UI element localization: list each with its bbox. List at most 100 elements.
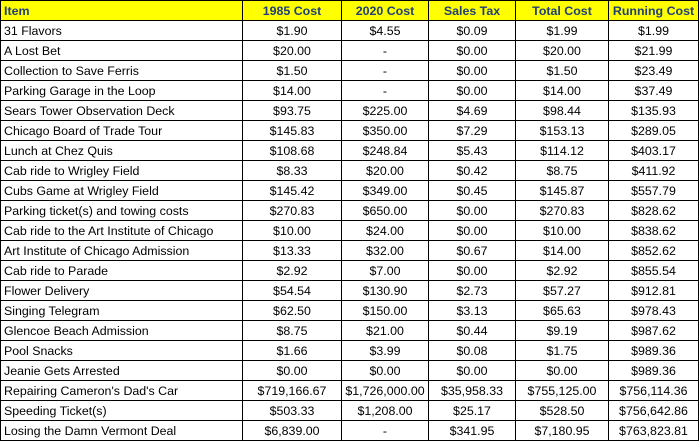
cell-sales-tax[interactable]: $0.44: [428, 320, 516, 341]
cell-sales-tax[interactable]: $35,958.33: [428, 380, 516, 401]
cell-2020-cost[interactable]: $4.55: [341, 20, 429, 41]
cell-running-cost[interactable]: $987.62: [608, 320, 699, 341]
cell-2020-cost[interactable]: $350.00: [341, 120, 429, 141]
cell-item[interactable]: Jeanie Gets Arrested: [0, 360, 243, 381]
cell-2020-cost[interactable]: -: [341, 80, 429, 101]
cell-1985-cost[interactable]: $14.00: [242, 80, 342, 101]
cell-2020-cost[interactable]: $225.00: [341, 100, 429, 121]
cell-2020-cost[interactable]: $1,208.00: [341, 400, 429, 421]
cell-sales-tax[interactable]: $3.13: [428, 300, 516, 321]
cell-running-cost[interactable]: $135.93: [608, 100, 699, 121]
cell-running-cost[interactable]: $1.99: [608, 20, 699, 41]
cell-sales-tax[interactable]: $0.42: [428, 160, 516, 181]
cell-total-cost[interactable]: $270.83: [515, 200, 609, 221]
cell-total-cost[interactable]: $98.44: [515, 100, 609, 121]
cell-sales-tax[interactable]: $0.00: [428, 220, 516, 241]
cell-item[interactable]: Glencoe Beach Admission: [0, 320, 243, 341]
cell-2020-cost[interactable]: $21.00: [341, 320, 429, 341]
cell-2020-cost[interactable]: -: [341, 40, 429, 61]
cell-total-cost[interactable]: $10.00: [515, 220, 609, 241]
cell-1985-cost[interactable]: $503.33: [242, 400, 342, 421]
cell-running-cost[interactable]: $838.62: [608, 220, 699, 241]
cell-item[interactable]: Repairing Cameron's Dad's Car: [0, 380, 243, 401]
cell-1985-cost[interactable]: $54.54: [242, 280, 342, 301]
cell-total-cost[interactable]: $7,180.95: [515, 420, 609, 441]
header-running-cost[interactable]: Running Cost: [608, 0, 699, 21]
cell-item[interactable]: Speeding Ticket(s): [0, 400, 243, 421]
cell-1985-cost[interactable]: $8.75: [242, 320, 342, 341]
cell-item[interactable]: 31 Flavors: [0, 20, 243, 41]
cell-2020-cost[interactable]: $650.00: [341, 200, 429, 221]
cell-total-cost[interactable]: $65.63: [515, 300, 609, 321]
cell-sales-tax[interactable]: $25.17: [428, 400, 516, 421]
cell-sales-tax[interactable]: $0.67: [428, 240, 516, 261]
cell-item[interactable]: Lunch at Chez Quis: [0, 140, 243, 161]
cell-running-cost[interactable]: $828.62: [608, 200, 699, 221]
cell-total-cost[interactable]: $14.00: [515, 80, 609, 101]
cell-sales-tax[interactable]: $5.43: [428, 140, 516, 161]
cell-total-cost[interactable]: $8.75: [515, 160, 609, 181]
cell-total-cost[interactable]: $114.12: [515, 140, 609, 161]
cell-total-cost[interactable]: $145.87: [515, 180, 609, 201]
cell-sales-tax[interactable]: $0.09: [428, 20, 516, 41]
cell-sales-tax[interactable]: $2.73: [428, 280, 516, 301]
cell-1985-cost[interactable]: $13.33: [242, 240, 342, 261]
cell-total-cost[interactable]: $153.13: [515, 120, 609, 141]
cell-sales-tax[interactable]: $0.00: [428, 60, 516, 81]
cell-2020-cost[interactable]: $1,726,000.00: [341, 380, 429, 401]
cell-2020-cost[interactable]: $3.99: [341, 340, 429, 361]
cell-1985-cost[interactable]: $1.66: [242, 340, 342, 361]
cell-item[interactable]: Cab ride to Wrigley Field: [0, 160, 243, 181]
cell-1985-cost[interactable]: $270.83: [242, 200, 342, 221]
cell-running-cost[interactable]: $852.62: [608, 240, 699, 261]
cell-2020-cost[interactable]: $32.00: [341, 240, 429, 261]
cell-running-cost[interactable]: $23.49: [608, 60, 699, 81]
cell-2020-cost[interactable]: $150.00: [341, 300, 429, 321]
cell-2020-cost[interactable]: $130.90: [341, 280, 429, 301]
cell-2020-cost[interactable]: $7.00: [341, 260, 429, 281]
cell-2020-cost[interactable]: -: [341, 420, 429, 441]
cell-sales-tax[interactable]: $0.00: [428, 80, 516, 101]
cell-item[interactable]: A Lost Bet: [0, 40, 243, 61]
cell-running-cost[interactable]: $411.92: [608, 160, 699, 181]
cell-total-cost[interactable]: $1.75: [515, 340, 609, 361]
cell-1985-cost[interactable]: $1.50: [242, 60, 342, 81]
cell-sales-tax[interactable]: $4.69: [428, 100, 516, 121]
cell-item[interactable]: Cubs Game at Wrigley Field: [0, 180, 243, 201]
cell-item[interactable]: Cab ride to Parade: [0, 260, 243, 281]
cell-2020-cost[interactable]: $248.84: [341, 140, 429, 161]
cell-item[interactable]: Sears Tower Observation Deck: [0, 100, 243, 121]
cell-2020-cost[interactable]: $20.00: [341, 160, 429, 181]
header-item[interactable]: Item: [0, 0, 243, 21]
header-2020-cost[interactable]: 2020 Cost: [341, 0, 429, 21]
cell-sales-tax[interactable]: $7.29: [428, 120, 516, 141]
cell-2020-cost[interactable]: $24.00: [341, 220, 429, 241]
cell-total-cost[interactable]: $9.19: [515, 320, 609, 341]
header-sales-tax[interactable]: Sales Tax: [428, 0, 516, 21]
cell-total-cost[interactable]: $0.00: [515, 360, 609, 381]
cell-item[interactable]: Parking Garage in the Loop: [0, 80, 243, 101]
cell-running-cost[interactable]: $756,114.36: [608, 380, 699, 401]
cell-item[interactable]: Flower Delivery: [0, 280, 243, 301]
cell-total-cost[interactable]: $755,125.00: [515, 380, 609, 401]
cell-1985-cost[interactable]: $2.92: [242, 260, 342, 281]
cell-running-cost[interactable]: $912.81: [608, 280, 699, 301]
cell-1985-cost[interactable]: $145.83: [242, 120, 342, 141]
cell-1985-cost[interactable]: $93.75: [242, 100, 342, 121]
cell-item[interactable]: Collection to Save Ferris: [0, 60, 243, 81]
cell-sales-tax[interactable]: $0.00: [428, 40, 516, 61]
cell-running-cost[interactable]: $557.79: [608, 180, 699, 201]
header-total-cost[interactable]: Total Cost: [515, 0, 609, 21]
cell-running-cost[interactable]: $989.36: [608, 360, 699, 381]
cell-total-cost[interactable]: $20.00: [515, 40, 609, 61]
cell-sales-tax[interactable]: $0.45: [428, 180, 516, 201]
cell-2020-cost[interactable]: $349.00: [341, 180, 429, 201]
header-1985-cost[interactable]: 1985 Cost: [242, 0, 342, 21]
cell-total-cost[interactable]: $14.00: [515, 240, 609, 261]
cell-running-cost[interactable]: $403.17: [608, 140, 699, 161]
cell-running-cost[interactable]: $978.43: [608, 300, 699, 321]
cell-item[interactable]: Losing the Damn Vermont Deal: [0, 420, 243, 441]
cell-total-cost[interactable]: $2.92: [515, 260, 609, 281]
cell-item[interactable]: Pool Snacks: [0, 340, 243, 361]
cell-running-cost[interactable]: $989.36: [608, 340, 699, 361]
